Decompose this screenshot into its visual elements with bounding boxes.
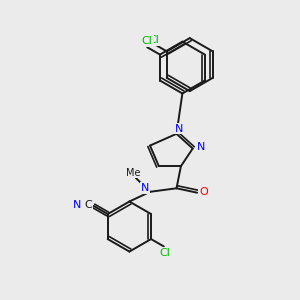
Text: Cl: Cl (148, 35, 159, 45)
Text: C: C (84, 200, 92, 210)
Text: N: N (140, 183, 149, 193)
Text: N: N (197, 142, 205, 152)
Text: N: N (72, 200, 81, 210)
Text: O: O (199, 187, 208, 197)
Text: Me: Me (126, 168, 140, 178)
Text: Cl: Cl (160, 248, 171, 258)
Text: N: N (175, 124, 184, 134)
Text: Cl: Cl (142, 36, 153, 46)
